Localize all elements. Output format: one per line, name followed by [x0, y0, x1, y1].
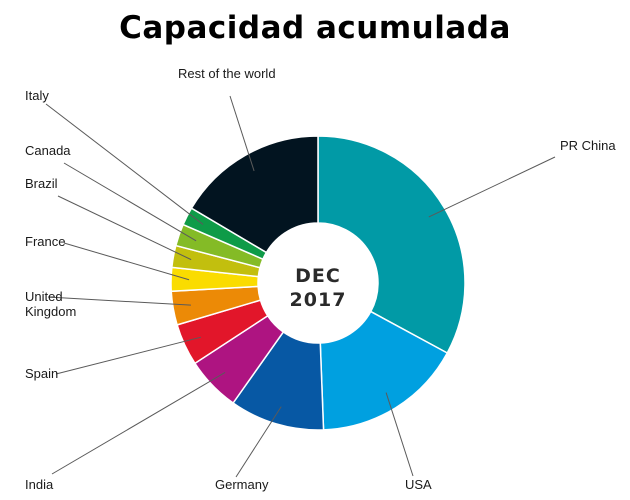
leader-spain	[55, 336, 202, 375]
leader-rest-of-the-world	[229, 95, 255, 172]
donut-slices	[170, 135, 466, 431]
leader-brazil	[57, 195, 192, 261]
label-germany: Germany	[215, 477, 269, 492]
label-rest-of-the-world: Rest of the world	[178, 66, 276, 81]
leader-france	[63, 242, 190, 281]
label-usa: USA	[405, 477, 432, 492]
leader-germany	[235, 406, 282, 478]
label-india: India	[25, 477, 54, 492]
leader-usa	[385, 392, 414, 477]
leader-lines	[45, 95, 556, 478]
chart-title: Capacidad acumulada	[119, 10, 511, 46]
leader-united-kingdom	[47, 296, 191, 306]
label-italy: Italy	[25, 88, 49, 103]
label-pr-china: PR China	[560, 138, 616, 153]
label-france: France	[25, 234, 65, 249]
leader-italy	[45, 103, 204, 225]
center-label-year: 2017	[290, 289, 347, 311]
label-canada: Canada	[25, 143, 71, 158]
leader-pr-china	[428, 156, 556, 218]
label-spain: Spain	[25, 366, 58, 381]
label-brazil: Brazil	[25, 176, 58, 191]
slice-pr-china	[317, 135, 466, 355]
center-label-month: DEC	[295, 265, 341, 287]
slice-labels: PR China USA Germany India Spain United Kingdo…	[25, 66, 616, 492]
donut-hole	[259, 224, 377, 342]
leader-india	[51, 372, 226, 475]
leader-canada	[63, 162, 197, 242]
slice-rest-of-the-world	[190, 135, 319, 254]
slice-usa	[319, 310, 449, 431]
label-united-kingdom: United Kingdom	[25, 289, 76, 319]
